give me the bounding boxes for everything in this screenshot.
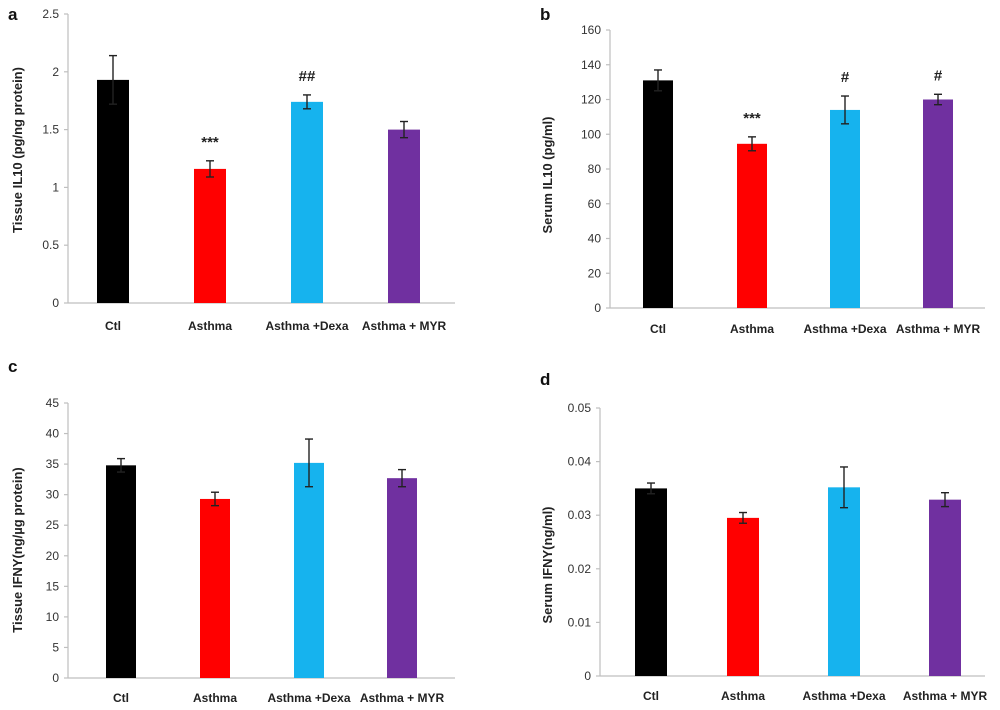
y-tick-label: 0.05	[568, 401, 592, 415]
panel-c: c Tissue IFNY(ng/µg protein) 0 5 10 15 20 25 30 3…	[8, 357, 455, 705]
panel-letter: c	[8, 357, 17, 376]
y-tick-label: 20	[46, 549, 60, 563]
bar-asthma	[727, 517, 759, 676]
bar-ctl	[97, 79, 129, 303]
bar-asthma	[737, 143, 767, 308]
category-label: Asthma +Dexa	[803, 322, 886, 336]
bar-asthma-dexa	[828, 487, 860, 676]
category-label: Asthma	[721, 689, 765, 703]
y-tick-label: 1	[52, 180, 59, 194]
category-label: Ctl	[105, 319, 121, 333]
category-label: Asthma + MYR	[362, 319, 447, 333]
y-tick-label: 2.5	[42, 7, 59, 21]
significance-marker: ##	[299, 68, 316, 85]
y-tick-label: 40	[46, 427, 60, 441]
y-tick-label: 15	[46, 579, 60, 593]
y-tick-label: 100	[581, 127, 601, 141]
panel-a: a Tissue IL10 (pg/ng protein) 0 0.5 1 1.5 2 2.5…	[8, 5, 455, 333]
bar-asthma-myr	[388, 129, 420, 303]
y-axis-label: Tissue IL10 (pg/ng protein)	[10, 67, 25, 233]
category-label: Asthma +Dexa	[802, 689, 885, 703]
y-tick-label: 0.5	[42, 238, 59, 252]
category-label: Asthma +Dexa	[265, 319, 348, 333]
bar-asthma-dexa	[294, 462, 324, 678]
bar-asthma-dexa	[291, 101, 323, 303]
panel-letter: a	[8, 5, 18, 24]
y-tick-label: 0.01	[568, 615, 592, 629]
bar-ctl	[635, 488, 667, 676]
panel-d: d Serum IFNY(ng/ml) 0 0.01 0.02 0.03 0.04 0.05 C…	[540, 370, 988, 703]
y-tick-label: 140	[581, 58, 601, 72]
y-tick-label: 120	[581, 93, 601, 107]
y-axis-label: Tissue IFNY(ng/µg protein)	[10, 467, 25, 632]
y-tick-label: 25	[46, 518, 60, 532]
panel-letter: d	[540, 370, 550, 389]
category-label: Asthma +Dexa	[267, 691, 350, 705]
y-axis-label: Serum IFNY(ng/ml)	[540, 506, 555, 623]
y-tick-label: 0.03	[568, 508, 592, 522]
y-tick-label: 40	[588, 232, 602, 246]
y-tick-label: 10	[46, 610, 60, 624]
y-tick-label: 80	[588, 162, 602, 176]
category-label: Asthma + MYR	[903, 689, 988, 703]
bar-asthma-myr	[923, 99, 953, 308]
bar-asthma	[200, 498, 230, 678]
significance-marker: ***	[743, 110, 761, 127]
bar-asthma	[194, 168, 226, 303]
y-tick-label: 0	[584, 669, 591, 683]
y-tick-label: 20	[588, 266, 602, 280]
y-tick-label: 160	[581, 23, 601, 37]
panel-letter: b	[540, 5, 550, 24]
category-label: Asthma + MYR	[360, 691, 445, 705]
category-label: Asthma + MYR	[896, 322, 981, 336]
y-tick-label: 35	[46, 457, 60, 471]
category-label: Ctl	[113, 691, 129, 705]
y-tick-label: 45	[46, 396, 60, 410]
category-label: Asthma	[730, 322, 774, 336]
y-tick-label: 1.5	[42, 123, 59, 137]
y-tick-label: 30	[46, 488, 60, 502]
y-tick-label: 0	[52, 671, 59, 685]
y-tick-label: 0	[52, 296, 59, 310]
significance-marker: ***	[201, 134, 219, 151]
category-label: Asthma	[193, 691, 237, 705]
category-label: Ctl	[643, 689, 659, 703]
y-tick-label: 5	[52, 640, 59, 654]
bar-asthma-dexa	[830, 109, 860, 308]
panel-b: b Serum IL10 (pg/ml) 0 20 40 60 80 100 120 140 160…	[540, 5, 985, 336]
y-tick-label: 0.04	[568, 455, 592, 469]
significance-marker: #	[841, 69, 850, 86]
bar-ctl	[106, 465, 136, 678]
bar-ctl	[643, 80, 673, 308]
category-label: Asthma	[188, 319, 232, 333]
y-tick-label: 60	[588, 197, 602, 211]
y-tick-label: 0.02	[568, 562, 592, 576]
category-label: Ctl	[650, 322, 666, 336]
y-tick-label: 0	[594, 301, 601, 315]
bar-asthma-myr	[387, 478, 417, 678]
bar-asthma-myr	[929, 499, 961, 676]
y-axis-label: Serum IL10 (pg/ml)	[540, 116, 555, 233]
significance-marker: #	[934, 67, 943, 84]
y-tick-label: 2	[52, 65, 59, 79]
